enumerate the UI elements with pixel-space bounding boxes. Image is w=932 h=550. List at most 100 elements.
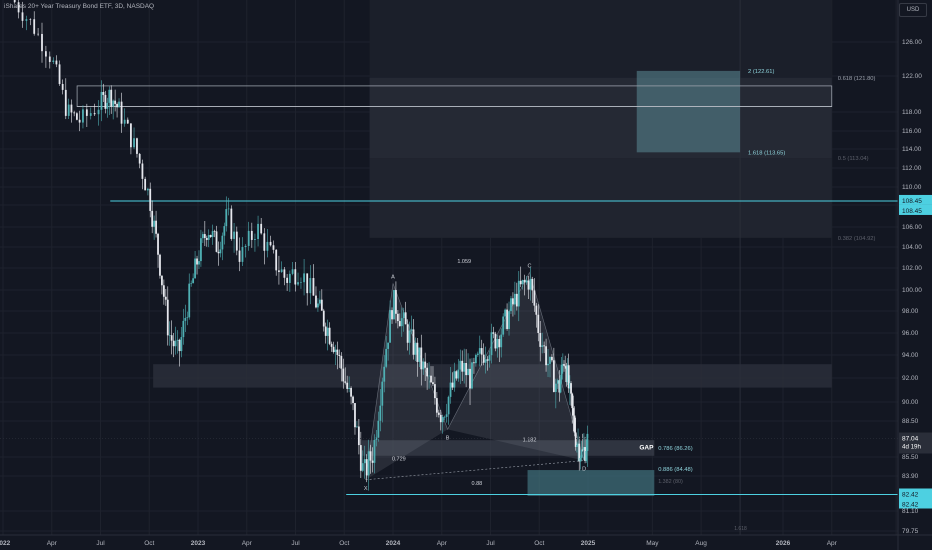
candle-body bbox=[176, 339, 179, 341]
candle-body bbox=[174, 340, 177, 347]
candle-body bbox=[70, 104, 73, 113]
candle-body bbox=[201, 234, 204, 239]
candle-body bbox=[203, 234, 206, 238]
candle-body bbox=[21, 12, 24, 21]
candle-body bbox=[577, 443, 579, 445]
pattern-point-a: A bbox=[391, 274, 395, 280]
candle-body bbox=[217, 251, 220, 254]
currency-badge[interactable]: USD bbox=[899, 3, 927, 17]
candle-body bbox=[291, 269, 294, 274]
candle-body bbox=[559, 379, 562, 393]
candle-body bbox=[422, 361, 425, 370]
reference-price-tag-dup-0 bbox=[899, 204, 932, 215]
y-tick-13: 96.00 bbox=[902, 330, 919, 337]
gap-zone bbox=[527, 470, 655, 496]
candle-body bbox=[328, 327, 331, 344]
candle-body bbox=[89, 113, 92, 116]
fib-label-0786: 0.786 (86.26) bbox=[658, 446, 693, 452]
candle-body bbox=[585, 451, 588, 461]
candle-body bbox=[578, 443, 581, 462]
candle-body bbox=[465, 362, 468, 376]
candle-body bbox=[13, 0, 16, 3]
candle-body bbox=[230, 208, 233, 239]
candle-body bbox=[161, 275, 163, 286]
candle-body bbox=[168, 335, 171, 336]
y-tick-1: 122.00 bbox=[902, 73, 922, 80]
candle-body bbox=[467, 368, 469, 376]
fib-label-0382: 0.382 (104.92) bbox=[838, 236, 876, 242]
candle-body bbox=[525, 280, 528, 283]
candle-body bbox=[367, 451, 370, 476]
candle-body bbox=[263, 233, 266, 251]
candle-body bbox=[123, 119, 126, 124]
x-tick-8: 2024 bbox=[386, 540, 401, 547]
x-tick-12: 2025 bbox=[581, 540, 596, 547]
candle-body bbox=[85, 109, 88, 116]
candle-body bbox=[416, 342, 419, 362]
x-tick-9: Apr bbox=[437, 540, 448, 547]
candle-body bbox=[428, 375, 430, 377]
candle-body bbox=[443, 416, 446, 418]
candle-body bbox=[404, 312, 407, 325]
candle-body bbox=[52, 60, 55, 62]
candle-body bbox=[278, 270, 280, 273]
candle-body bbox=[338, 354, 341, 357]
candle-body bbox=[104, 94, 107, 109]
x-tick-4: 2023 bbox=[191, 540, 206, 547]
candle-body bbox=[572, 408, 575, 416]
reference-price-label-dup-1: 82.42 bbox=[902, 502, 919, 509]
pattern-point-x: X bbox=[364, 486, 368, 492]
candle-body bbox=[235, 231, 238, 251]
candle-body bbox=[37, 33, 39, 35]
candle-body bbox=[581, 449, 584, 451]
candle-body bbox=[294, 269, 297, 285]
candle-body bbox=[500, 334, 503, 348]
x-tick-10: Jul bbox=[486, 540, 495, 547]
candle-body bbox=[414, 342, 417, 355]
candle-body bbox=[424, 361, 427, 368]
candle-body bbox=[275, 249, 278, 271]
candle-body bbox=[502, 316, 505, 335]
candle-body bbox=[29, 19, 32, 20]
x-tick-2: Jul bbox=[96, 540, 105, 547]
candle-body bbox=[579, 457, 582, 462]
candle-body bbox=[330, 343, 333, 347]
candle-body bbox=[162, 285, 165, 297]
candle-body bbox=[149, 188, 152, 211]
candle-body bbox=[41, 33, 43, 52]
candle-body bbox=[200, 238, 202, 262]
candle-body bbox=[100, 91, 103, 110]
y-tick-17: 88.50 bbox=[902, 418, 919, 425]
reference-price-label-0: 108.45 bbox=[902, 198, 922, 205]
candle-body bbox=[25, 19, 28, 21]
candle-body bbox=[269, 241, 272, 246]
candle-body bbox=[365, 459, 368, 476]
candle-body bbox=[205, 237, 208, 240]
candle-body bbox=[78, 119, 81, 123]
reference-price-label-dup-0: 108.45 bbox=[902, 208, 922, 215]
y-tick-3: 116.00 bbox=[902, 128, 922, 135]
candle-body bbox=[549, 356, 551, 364]
candle-body bbox=[554, 383, 557, 392]
candle-body bbox=[410, 329, 413, 331]
candle-body bbox=[136, 138, 138, 154]
candle-body bbox=[244, 245, 247, 248]
last-price-tag bbox=[899, 432, 932, 454]
fib-label-05: 0.5 (113.04) bbox=[838, 156, 869, 162]
candle-body bbox=[561, 364, 564, 365]
candle-body bbox=[126, 119, 129, 124]
candle-body bbox=[300, 282, 302, 283]
candle-body bbox=[494, 333, 497, 349]
candle-body bbox=[102, 91, 105, 95]
candle-body bbox=[64, 89, 67, 116]
candle-body bbox=[198, 261, 200, 265]
y-tick-18: 85.50 bbox=[902, 454, 919, 461]
y-tick-15: 92.00 bbox=[902, 375, 919, 382]
candle-body bbox=[580, 449, 583, 458]
candle-body bbox=[209, 234, 212, 238]
candle-body bbox=[312, 278, 315, 296]
candle-body bbox=[324, 326, 327, 336]
candle-body bbox=[110, 89, 113, 107]
candle-body bbox=[348, 387, 351, 389]
